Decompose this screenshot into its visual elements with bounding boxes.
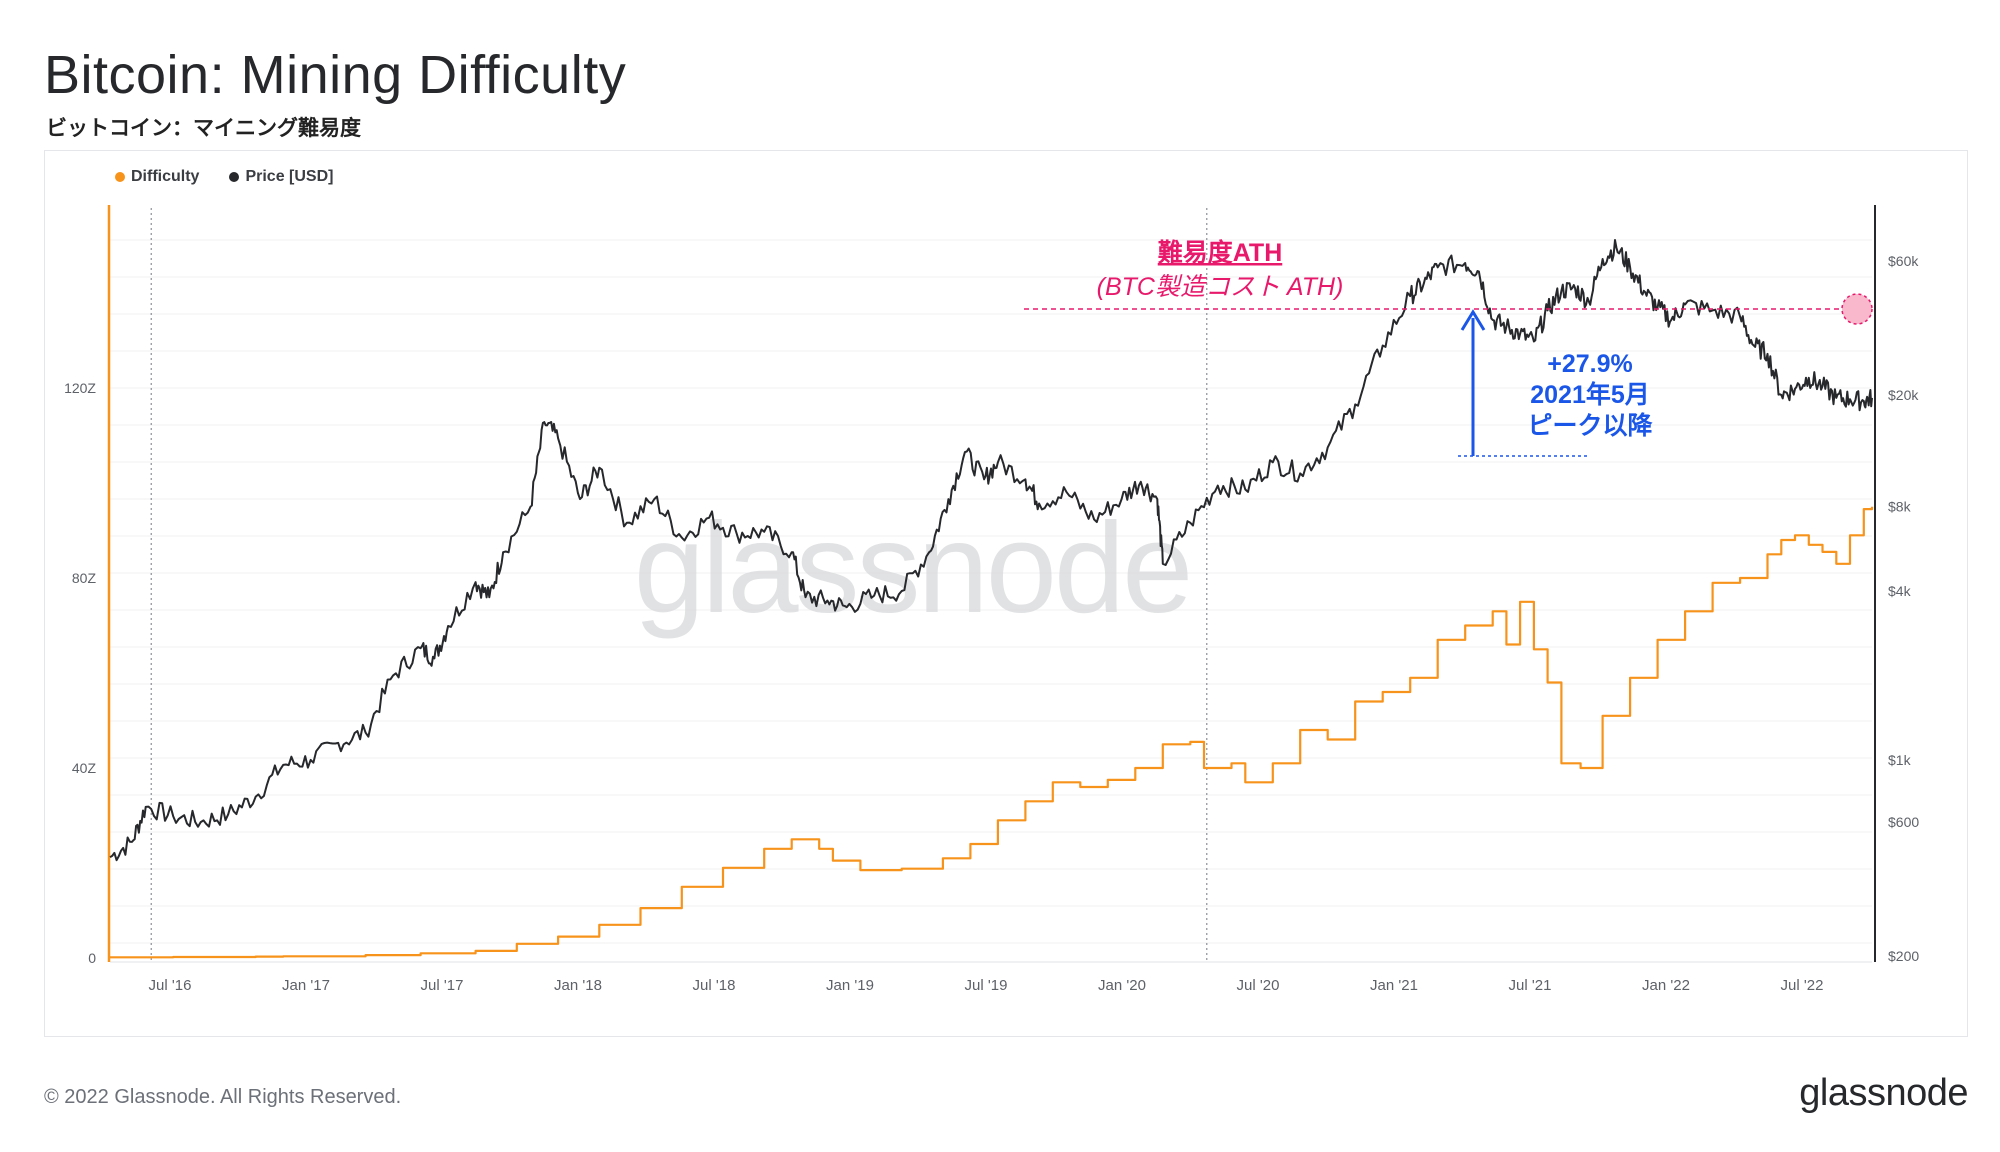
ath-title: 難易度ATH <box>1158 238 1283 267</box>
legend-dot-price <box>229 172 240 182</box>
change-arrow-head <box>1460 309 1486 331</box>
x-tick-label: Jan '17 <box>282 977 330 994</box>
right-tick-label: $200 <box>1888 948 1919 964</box>
brand-logo: glassnode <box>1799 1072 1968 1114</box>
legend: Difficulty Price [USD] <box>115 168 333 186</box>
legend-item-price[interactable]: Price [USD] <box>229 168 333 186</box>
left-tick-label: 0 <box>88 950 96 966</box>
x-tick-label: Jul '21 <box>1509 977 1552 994</box>
x-tick-label: Jul '16 <box>149 977 192 994</box>
x-tick-label: Jul '22 <box>1781 977 1824 994</box>
x-tick-label: Jan '19 <box>826 977 874 994</box>
ath-marker <box>1841 293 1873 325</box>
legend-item-difficulty[interactable]: Difficulty <box>115 168 199 186</box>
right-tick-label: $8k <box>1888 499 1912 515</box>
legend-label-price: Price [USD] <box>245 168 334 185</box>
x-tick-label: Jan '22 <box>1642 977 1690 994</box>
x-tick-label: Jul '18 <box>693 977 736 994</box>
x-tick-label: Jul '17 <box>421 977 464 994</box>
right-tick-label: $4k <box>1888 583 1912 599</box>
right-tick-label: $600 <box>1888 814 1919 830</box>
change-line3: ピーク以降 <box>1527 412 1653 440</box>
chart-panel <box>44 150 1968 1037</box>
left-tick-label: 120Z <box>64 380 96 396</box>
x-tick-label: Jan '21 <box>1370 977 1418 994</box>
left-tick-label: 40Z <box>72 760 97 776</box>
chart-subtitle: ビットコイン：マイニング難易度 <box>46 117 361 140</box>
change-pct: +27.9% <box>1547 350 1633 378</box>
left-tick-label: 80Z <box>72 570 97 586</box>
right-tick-label: $20k <box>1888 387 1919 403</box>
change-line2: 2021年5月 <box>1530 380 1650 409</box>
chart-title: Bitcoin: Mining Difficulty <box>44 45 627 105</box>
ath-subtitle: (BTC製造コスト ATH) <box>1097 273 1344 301</box>
gridlines <box>110 239 1872 944</box>
legend-dot-difficulty <box>115 172 125 182</box>
x-tick-label: Jan '20 <box>1098 977 1146 994</box>
right-tick-label: $60k <box>1888 253 1919 269</box>
price-line <box>109 239 1873 862</box>
right-tick-label: $1k <box>1888 752 1912 768</box>
x-tick-label: Jul '20 <box>1237 977 1280 994</box>
x-tick-label: Jul '19 <box>965 977 1008 994</box>
legend-label-difficulty: Difficulty <box>131 168 200 185</box>
copyright: © 2022 Glassnode. All Rights Reserved. <box>44 1086 402 1108</box>
x-tick-label: Jan '18 <box>554 977 602 994</box>
watermark: glassnode <box>634 497 1191 640</box>
difficulty-line <box>110 506 1874 959</box>
